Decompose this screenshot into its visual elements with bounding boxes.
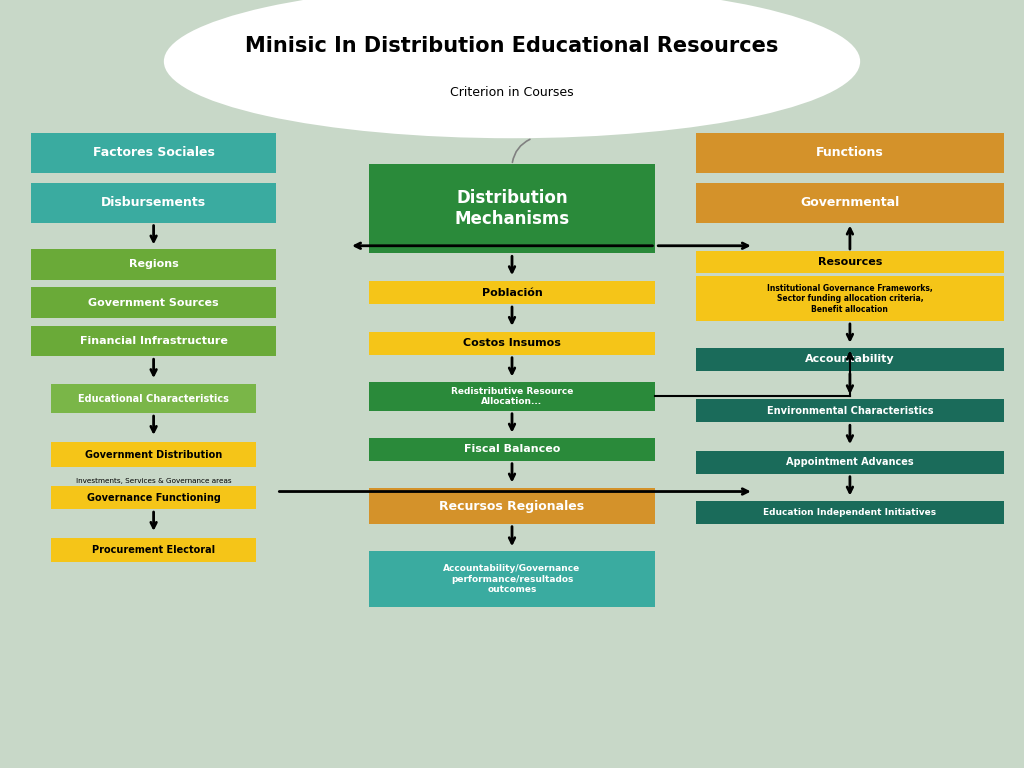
FancyBboxPatch shape: [696, 399, 1004, 422]
FancyBboxPatch shape: [369, 551, 655, 607]
Text: Redistributive Resource
Allocation...: Redistributive Resource Allocation...: [451, 386, 573, 406]
Text: Fiscal Balanceo: Fiscal Balanceo: [464, 444, 560, 455]
Text: Disbursements: Disbursements: [101, 197, 206, 209]
FancyBboxPatch shape: [369, 332, 655, 355]
FancyBboxPatch shape: [696, 276, 1004, 321]
FancyBboxPatch shape: [369, 382, 655, 411]
Text: Functions: Functions: [816, 147, 884, 159]
FancyBboxPatch shape: [51, 486, 256, 509]
Text: Education Independent Initiatives: Education Independent Initiatives: [763, 508, 937, 517]
FancyBboxPatch shape: [696, 183, 1004, 223]
Ellipse shape: [164, 0, 860, 138]
FancyBboxPatch shape: [696, 251, 1004, 273]
Text: Minisic In Distribution Educational Resources: Minisic In Distribution Educational Reso…: [246, 36, 778, 56]
FancyBboxPatch shape: [51, 384, 256, 413]
FancyBboxPatch shape: [696, 133, 1004, 173]
Text: Governmental: Governmental: [801, 197, 899, 209]
FancyBboxPatch shape: [696, 348, 1004, 371]
Text: Governance Functioning: Governance Functioning: [87, 492, 220, 503]
Text: Costos Insumos: Costos Insumos: [463, 338, 561, 349]
FancyBboxPatch shape: [696, 451, 1004, 474]
Text: Educational Characteristics: Educational Characteristics: [78, 393, 229, 404]
FancyBboxPatch shape: [31, 287, 276, 318]
Text: Appointment Advances: Appointment Advances: [786, 457, 913, 468]
Text: Institutional Governance Frameworks,
Sector funding allocation criteria,
Benefit: Institutional Governance Frameworks, Sec…: [767, 284, 933, 313]
Text: Factores Sociales: Factores Sociales: [92, 147, 215, 159]
FancyBboxPatch shape: [31, 183, 276, 223]
FancyBboxPatch shape: [369, 438, 655, 461]
FancyBboxPatch shape: [51, 538, 256, 562]
Text: Procurement Electoral: Procurement Electoral: [92, 545, 215, 555]
Text: Recursos Regionales: Recursos Regionales: [439, 500, 585, 512]
FancyBboxPatch shape: [369, 488, 655, 524]
Text: Financial Infrastructure: Financial Infrastructure: [80, 336, 227, 346]
Text: Government Distribution: Government Distribution: [85, 449, 222, 460]
Text: Población: Población: [481, 287, 543, 298]
Text: Environmental Characteristics: Environmental Characteristics: [767, 406, 933, 416]
FancyBboxPatch shape: [51, 442, 256, 467]
Text: Resources: Resources: [818, 257, 882, 267]
FancyBboxPatch shape: [369, 164, 655, 253]
Text: Distribution
Mechanisms: Distribution Mechanisms: [455, 189, 569, 228]
Text: Accountability: Accountability: [805, 354, 895, 365]
Text: Investments, Services & Governance areas: Investments, Services & Governance areas: [76, 478, 231, 484]
FancyBboxPatch shape: [31, 133, 276, 173]
FancyBboxPatch shape: [31, 326, 276, 356]
FancyBboxPatch shape: [369, 281, 655, 304]
Text: Government Sources: Government Sources: [88, 297, 219, 308]
FancyBboxPatch shape: [696, 501, 1004, 524]
Text: Accountability/Governance
performance/resultados
outcomes: Accountability/Governance performance/re…: [443, 564, 581, 594]
FancyBboxPatch shape: [31, 249, 276, 280]
Text: Criterion in Courses: Criterion in Courses: [451, 86, 573, 98]
Text: Regions: Regions: [129, 259, 178, 270]
